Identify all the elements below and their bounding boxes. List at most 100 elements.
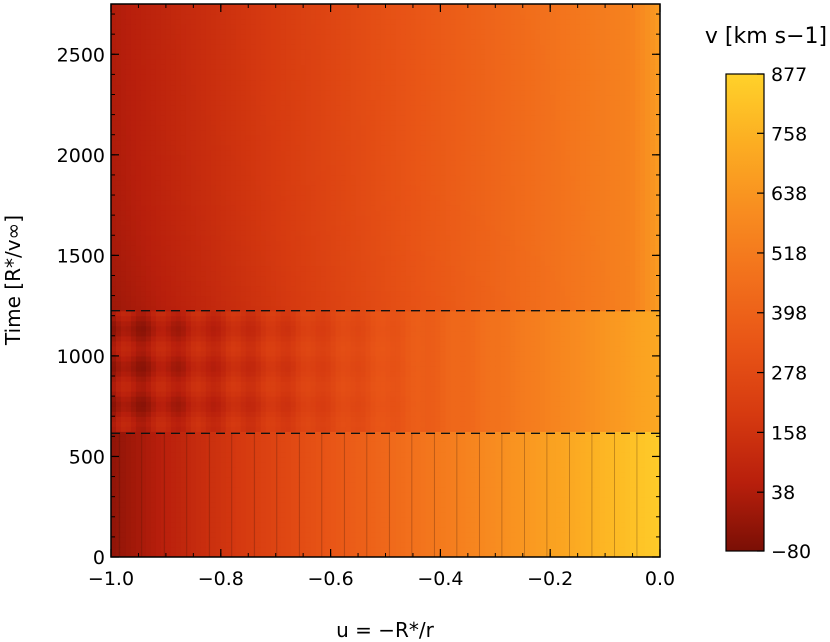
heat-cell (250, 516, 257, 523)
heat-cell (190, 39, 197, 45)
heat-cell (230, 24, 237, 30)
heat-cell (215, 350, 222, 357)
heat-cell (305, 531, 312, 538)
heat-cell (190, 441, 197, 447)
heat-cell (205, 340, 212, 347)
heat-cell (200, 396, 207, 402)
heat-cell (165, 240, 172, 246)
heat-cell (270, 481, 277, 488)
heat-cell (260, 396, 267, 402)
heat-cell (175, 305, 182, 312)
heat-cell (115, 74, 122, 81)
heat-cell (165, 365, 172, 372)
heat-cell (140, 240, 147, 246)
heat-cell (295, 174, 302, 181)
heat-cell (205, 79, 212, 86)
heat-cell (305, 416, 312, 422)
heat-cell (295, 501, 302, 508)
heat-cell (330, 461, 337, 468)
heat-cell (120, 119, 127, 126)
heat-cell (295, 345, 302, 352)
heat-cell (145, 481, 152, 488)
heat-cell (155, 476, 162, 483)
heat-cell (250, 521, 257, 528)
heat-cell (115, 451, 122, 458)
heat-cell (120, 14, 127, 20)
heat-cell (165, 285, 172, 292)
heat-cell (280, 391, 287, 397)
heat-cell (235, 285, 242, 292)
heat-cell (190, 99, 197, 106)
heat-cell (335, 431, 342, 437)
heat-cell (300, 481, 307, 488)
heat-cell (230, 386, 237, 392)
heat-cell (185, 29, 192, 35)
heat-cell (305, 200, 312, 206)
heat-cell (220, 134, 227, 141)
heat-cell (195, 134, 202, 141)
heat-cell (285, 200, 292, 206)
heat-cell (130, 29, 137, 35)
heat-cell (310, 275, 317, 282)
heat-cell (205, 421, 212, 427)
heat-cell (220, 320, 227, 327)
heat-cell (235, 174, 242, 181)
heat-cell (320, 270, 327, 277)
heat-cell (130, 4, 137, 10)
heat-cell (255, 99, 262, 106)
heat-cell (240, 340, 247, 347)
heat-cell (120, 526, 127, 533)
heat-cell (180, 295, 187, 302)
heat-cell (170, 370, 177, 377)
heat-cell (230, 124, 237, 131)
heat-cell (280, 195, 287, 201)
heat-cell (145, 476, 152, 483)
heat-cell (200, 310, 207, 317)
heat-cell (330, 431, 337, 437)
heat-cell (330, 421, 337, 427)
heat-cell (175, 34, 182, 40)
heat-cell (260, 406, 267, 412)
heat-cell (325, 406, 332, 412)
heat-cell (275, 109, 282, 116)
heat-cell (315, 365, 322, 372)
heat-cell (210, 456, 217, 463)
heat-cell (265, 245, 272, 251)
heat-cell (145, 124, 152, 131)
heat-cell (230, 280, 237, 287)
heat-cell (215, 335, 222, 342)
heat-cell (295, 396, 302, 402)
heat-cell (135, 446, 142, 453)
heat-cell (140, 24, 147, 30)
heat-cell (165, 516, 172, 523)
heat-cell (295, 456, 302, 463)
heat-cell (315, 325, 322, 332)
heat-cell (325, 355, 332, 362)
heat-cell (245, 49, 252, 55)
heat-cell (180, 421, 187, 427)
heat-cell (111, 345, 117, 352)
heat-cell (165, 39, 172, 45)
heat-cell (165, 225, 172, 231)
heat-cell (215, 94, 222, 101)
heat-cell (125, 49, 132, 55)
heat-cell (200, 200, 207, 206)
heat-cell (325, 360, 332, 367)
heat-cell (200, 295, 207, 302)
heat-cell (111, 551, 117, 557)
heat-cell (305, 275, 312, 282)
heat-cell (145, 436, 152, 442)
heat-cell (150, 496, 157, 503)
heat-cell (250, 476, 257, 483)
heat-cell (315, 104, 322, 111)
heat-cell (125, 159, 132, 166)
heat-cell (155, 320, 162, 327)
heat-cell (225, 426, 232, 432)
heat-cell (210, 345, 217, 352)
heat-cell (215, 506, 222, 513)
heat-cell (290, 305, 297, 312)
heat-cell (120, 501, 127, 508)
heat-cell (210, 290, 217, 297)
heat-cell (295, 184, 302, 191)
heat-cell (230, 310, 237, 317)
